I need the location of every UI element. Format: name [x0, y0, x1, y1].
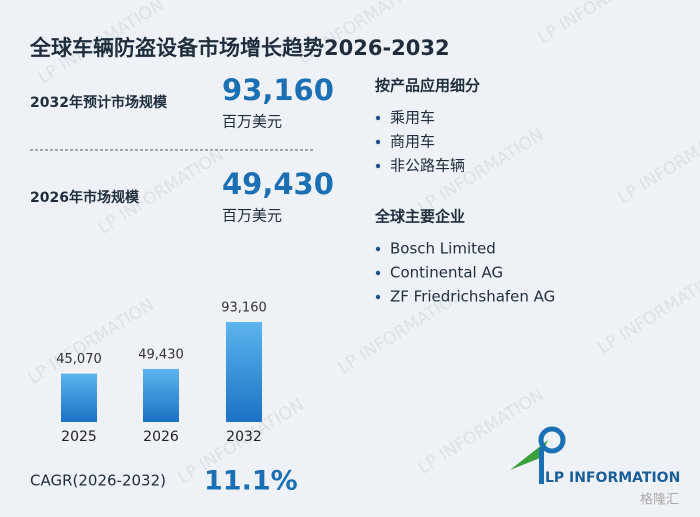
x-tick-label: 2026: [143, 429, 179, 445]
cagr-value: 11.1%: [204, 466, 298, 497]
list-item: ZF Friedrichshafen AG: [390, 288, 555, 306]
bar-value-label: 49,430: [138, 347, 184, 362]
bullet: [375, 115, 381, 121]
list-item: 非公路车辆: [390, 157, 465, 175]
bar-chart: 45,070 2025 49,430 2026 93,160 2032: [56, 301, 267, 446]
bar-value-label: 45,070: [56, 352, 102, 367]
list-item: Continental AG: [390, 264, 503, 282]
stat-label: 2026年市场规模: [30, 189, 140, 206]
bullet: [375, 246, 381, 252]
bar: [61, 373, 97, 422]
x-tick-label: 2032: [226, 429, 262, 445]
bullet: [375, 163, 381, 169]
bar: [226, 322, 262, 422]
list-item: 乘用车: [390, 109, 435, 127]
list-item: 商用车: [390, 133, 435, 151]
logo-text: LP INFORMATION: [545, 470, 680, 486]
bar: [143, 368, 179, 422]
bullet: [375, 139, 381, 145]
stat-value: 93,160: [222, 73, 334, 107]
cagr-label: CAGR(2026-2032): [30, 472, 166, 490]
stat-unit: 百万美元: [222, 113, 282, 131]
logo-ring: [538, 426, 566, 454]
stat-label: 2032年预计市场规模: [30, 94, 168, 111]
list-heading: 全球主要企业: [374, 208, 465, 226]
list-item: Bosch Limited: [390, 240, 496, 258]
stat-unit: 百万美元: [222, 207, 282, 225]
logo-bar: [539, 448, 544, 484]
bullet: [375, 270, 381, 276]
corner-mark: 格隆汇: [640, 492, 679, 508]
list-heading: 按产品应用细分: [375, 77, 480, 95]
logo-swoosh: [510, 440, 548, 470]
title: 全球车辆防盗设备市场增长趋势2026-2032: [29, 36, 450, 60]
x-tick-label: 2025: [61, 429, 97, 445]
bar-value-label: 93,160: [221, 301, 267, 316]
logo: LP INFORMATION: [510, 426, 680, 486]
bullet: [375, 294, 381, 300]
stat-value: 49,430: [222, 167, 334, 201]
